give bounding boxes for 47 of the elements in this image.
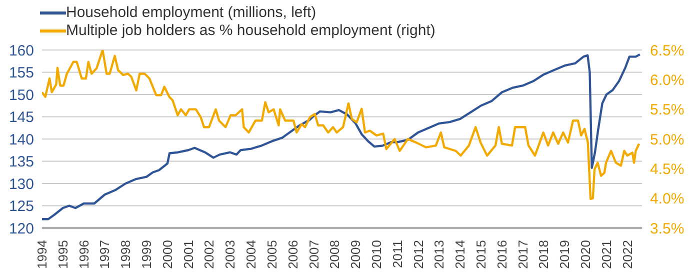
x-tick-label: 1998 xyxy=(118,240,134,269)
x-tick-label: 2019 xyxy=(557,240,572,269)
x-tick-label: 1996 xyxy=(76,240,92,269)
legend-label: Multiple job holders as % household employment (right) xyxy=(66,22,436,40)
x-tick-label: 1999 xyxy=(139,240,154,269)
y-tick-label: 145 xyxy=(8,109,34,126)
y2-tick-label: 6.0% xyxy=(650,72,684,89)
x-tick-label: 2007 xyxy=(306,240,322,269)
x-tick-label: 2011 xyxy=(390,240,405,268)
x-tick-label: 2003 xyxy=(222,240,238,269)
y-tick-label: 160 xyxy=(8,42,34,60)
x-tick-label: 2013 xyxy=(432,240,447,269)
x-tick-label: 2010 xyxy=(368,240,384,269)
x-tick-label: 2022 xyxy=(620,240,635,269)
x-tick-label: 2017 xyxy=(515,240,530,269)
x-tick-label: 2008 xyxy=(327,240,342,269)
y-tick-label: 155 xyxy=(8,64,34,82)
x-tick-label: 2006 xyxy=(285,240,300,269)
x-tick-label: 2002 xyxy=(202,240,217,269)
y-tick-label: 135 xyxy=(8,154,34,171)
x-tick-label: 2005 xyxy=(264,240,280,269)
y2-tick-label: 5.0% xyxy=(650,131,684,148)
x-tick-label: 2015 xyxy=(474,240,489,269)
x-tick-label: 2020 xyxy=(578,240,594,269)
x-tick-label: 2009 xyxy=(348,240,364,269)
x-tick-label: 2000 xyxy=(160,240,175,269)
y2-tick-label: 3.5% xyxy=(650,220,684,238)
legend-label: Household employment (millions, left) xyxy=(66,4,316,22)
y2-tick-label: 4.5% xyxy=(650,160,684,178)
x-tick-label: 2016 xyxy=(494,240,510,269)
x-tick-label: 1995 xyxy=(55,240,70,269)
y2-tick-label: 6.5% xyxy=(650,42,684,60)
y2-tick-label: 4.0% xyxy=(650,190,684,208)
x-tick-label: 2001 xyxy=(180,240,196,269)
x-tick-label: 2018 xyxy=(536,240,552,269)
x-tick-label: 2004 xyxy=(244,240,259,269)
y2-tick-label: 5.5% xyxy=(650,102,684,119)
x-tick-label: 1994 xyxy=(34,240,50,269)
x-tick-label: 2021 xyxy=(598,240,614,269)
x-tick-label: 2014 xyxy=(452,240,468,269)
x-tick-label: 2012 xyxy=(410,240,426,269)
y-tick-label: 140 xyxy=(8,131,34,148)
y-tick-label: 150 xyxy=(8,86,34,104)
x-tick-label: 1997 xyxy=(97,240,112,269)
y-tick-label: 130 xyxy=(8,176,34,193)
y-tick-label: 125 xyxy=(8,198,34,216)
y-tick-label: 120 xyxy=(8,220,34,238)
